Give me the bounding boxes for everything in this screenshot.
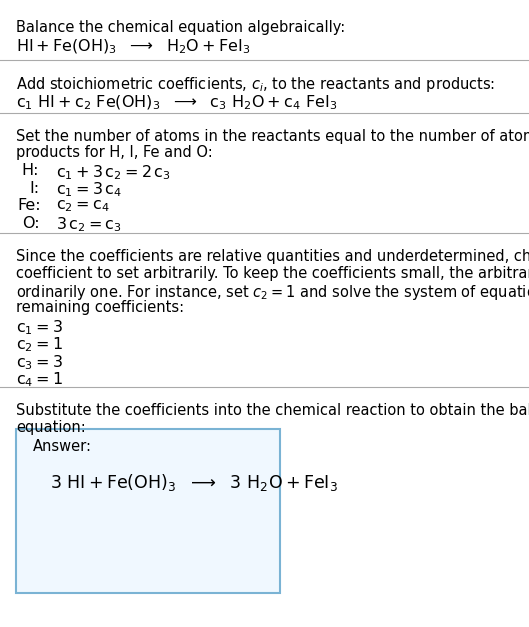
Text: remaining coefficients:: remaining coefficients: xyxy=(16,300,184,315)
Text: $\mathrm{c_2 = 1}$: $\mathrm{c_2 = 1}$ xyxy=(16,335,63,354)
Text: products for H, I, Fe and O:: products for H, I, Fe and O: xyxy=(16,145,213,161)
FancyBboxPatch shape xyxy=(16,429,280,593)
Text: Fe:: Fe: xyxy=(17,198,41,213)
Text: equation:: equation: xyxy=(16,420,86,435)
Text: $\mathrm{c_1 = 3}$: $\mathrm{c_1 = 3}$ xyxy=(16,318,63,337)
Text: $\mathrm{HI + Fe(OH)_3\ \ \longrightarrow\ \ H_2O + FeI_3}$: $\mathrm{HI + Fe(OH)_3\ \ \longrightarro… xyxy=(16,38,250,56)
Text: $\mathrm{c_1 + 3\,c_2 = 2\,c_3}$: $\mathrm{c_1 + 3\,c_2 = 2\,c_3}$ xyxy=(56,163,170,182)
Text: Set the number of atoms in the reactants equal to the number of atoms in the: Set the number of atoms in the reactants… xyxy=(16,129,529,144)
Text: $\mathrm{c_1\ HI + c_2\ Fe(OH)_3\ \ \longrightarrow\ \ c_3\ H_2O + c_4\ FeI_3}$: $\mathrm{c_1\ HI + c_2\ Fe(OH)_3\ \ \lon… xyxy=(16,94,337,112)
Text: $\mathrm{3\ HI + Fe(OH)_3\ \ \longrightarrow\ \ 3\ H_2O + FeI_3}$: $\mathrm{3\ HI + Fe(OH)_3\ \ \longrighta… xyxy=(50,472,338,492)
Text: Balance the chemical equation algebraically:: Balance the chemical equation algebraica… xyxy=(16,20,345,35)
Text: O:: O: xyxy=(22,216,40,231)
Text: $\mathrm{c_4 = 1}$: $\mathrm{c_4 = 1}$ xyxy=(16,371,63,389)
Text: I:: I: xyxy=(29,181,39,196)
Text: Answer:: Answer: xyxy=(33,439,93,454)
Text: Since the coefficients are relative quantities and underdetermined, choose a: Since the coefficients are relative quan… xyxy=(16,249,529,264)
Text: $\mathrm{c_2 = c_4}$: $\mathrm{c_2 = c_4}$ xyxy=(56,198,109,214)
Text: $\mathrm{c_1 = 3\,c_4}$: $\mathrm{c_1 = 3\,c_4}$ xyxy=(56,181,122,199)
Text: Add stoichiometric coefficients, $c_i$, to the reactants and products:: Add stoichiometric coefficients, $c_i$, … xyxy=(16,75,495,94)
Text: coefficient to set arbitrarily. To keep the coefficients small, the arbitrary va: coefficient to set arbitrarily. To keep … xyxy=(16,266,529,281)
Text: H:: H: xyxy=(21,163,39,178)
Text: ordinarily one. For instance, set $c_2 = 1$ and solve the system of equations fo: ordinarily one. For instance, set $c_2 =… xyxy=(16,283,529,302)
Text: $\mathrm{c_3 = 3}$: $\mathrm{c_3 = 3}$ xyxy=(16,353,63,372)
Text: Substitute the coefficients into the chemical reaction to obtain the balanced: Substitute the coefficients into the che… xyxy=(16,403,529,418)
Text: $\mathrm{3\,c_2 = c_3}$: $\mathrm{3\,c_2 = c_3}$ xyxy=(56,216,122,234)
